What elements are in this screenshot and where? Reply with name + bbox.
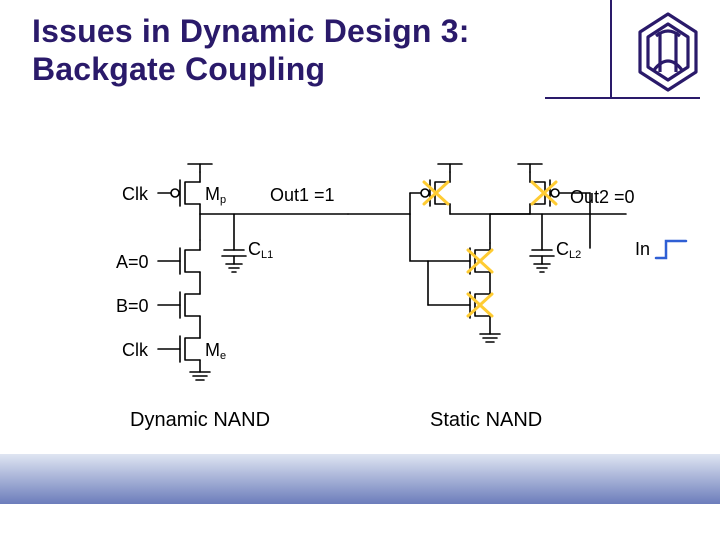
label-b: B=0 xyxy=(116,297,149,315)
label-clk-bot: Clk xyxy=(122,341,148,359)
label-me: Me xyxy=(205,341,226,362)
label-out2: Out2 =0 xyxy=(570,188,635,206)
label-cl1: CL1 xyxy=(248,240,273,261)
label-static-nand: Static NAND xyxy=(430,410,542,430)
brand-logo xyxy=(636,12,700,92)
label-cl2: CL2 xyxy=(556,240,581,261)
label-in: In xyxy=(635,240,650,258)
page-title: Issues in Dynamic Design 3: Backgate Cou… xyxy=(32,12,572,89)
label-clk-top: Clk xyxy=(122,185,148,203)
schematic-area: Clk Mp Out1 =1 CL1 A=0 B=0 Clk Me Out2 =… xyxy=(30,158,690,458)
label-out1: Out1 =1 xyxy=(270,186,335,204)
title-rule-vertical xyxy=(610,0,612,97)
label-a: A=0 xyxy=(116,253,149,271)
label-mp: Mp xyxy=(205,185,226,206)
label-dynamic-nand: Dynamic NAND xyxy=(130,410,270,430)
title-rule-horizontal xyxy=(545,97,700,99)
footer-gradient xyxy=(0,454,720,504)
